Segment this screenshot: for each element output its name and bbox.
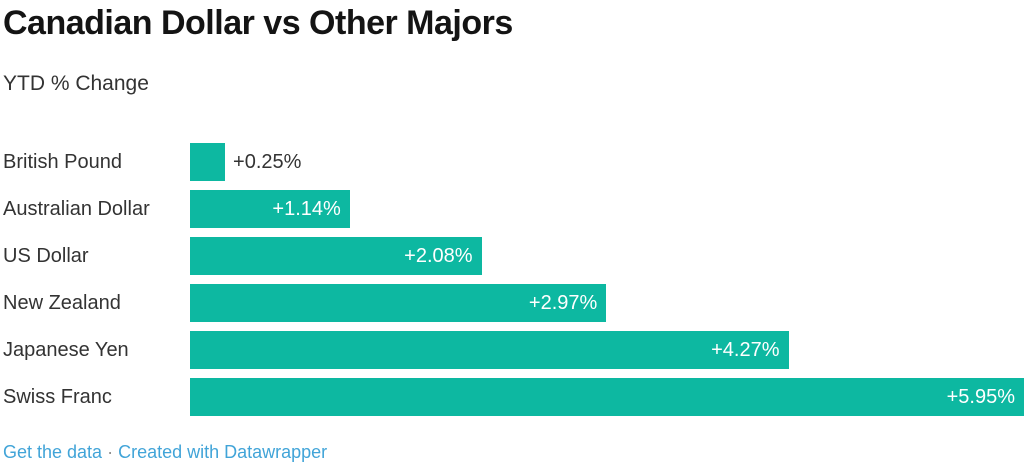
value-label: +2.97% — [528, 291, 598, 314]
bar-track: +4.27% — [190, 331, 1024, 369]
value-label: +2.08% — [404, 244, 473, 267]
category-label: Australian Dollar — [3, 197, 150, 220]
bar[interactable] — [190, 143, 226, 181]
chart-subtitle: YTD % Change — [3, 72, 149, 95]
value-label: +5.95% — [946, 385, 1015, 408]
datawrapper-credit-link[interactable]: Created with Datawrapper — [118, 442, 328, 462]
value-label: +4.27% — [711, 338, 780, 361]
bar-track: +2.97% — [190, 284, 1024, 322]
value-label: +1.14% — [272, 197, 341, 220]
value-label: +0.25% — [233, 150, 302, 173]
bar[interactable]: +5.95% — [190, 378, 1024, 416]
chart-row: British Pound +0.25% — [3, 143, 1024, 181]
separator-dot: · — [107, 442, 114, 462]
footer: Get the data · Created with Datawrapper — [3, 442, 327, 463]
bar[interactable]: +2.97% — [190, 284, 607, 322]
bar-track: +0.25% — [190, 143, 1024, 181]
bar-track: +5.95% — [190, 378, 1024, 416]
chart-row: Australian Dollar +1.14% — [3, 190, 1024, 228]
bar[interactable]: +1.14% — [190, 190, 350, 228]
get-data-link[interactable]: Get the data — [3, 442, 103, 462]
category-label: Japanese Yen — [3, 338, 129, 361]
chart-rows: British Pound +0.25% Australian Dollar +1.1… — [3, 143, 1024, 425]
chart-row: Japanese Yen +4.27% — [3, 331, 1024, 369]
category-label: Swiss Franc — [3, 385, 112, 408]
bar-track: +2.08% — [190, 237, 1024, 275]
bar[interactable]: +2.08% — [190, 237, 482, 275]
chart-row: New Zealand +2.97% — [3, 284, 1024, 322]
chart-row: US Dollar +2.08% — [3, 237, 1024, 275]
bar-track: +1.14% — [190, 190, 1024, 228]
chart-row: Swiss Franc +5.95% — [3, 378, 1024, 416]
category-label: British Pound — [3, 150, 122, 173]
category-label: New Zealand — [3, 291, 121, 314]
page-title: Canadian Dollar vs Other Majors — [3, 4, 513, 42]
bar[interactable]: +4.27% — [190, 331, 789, 369]
category-label: US Dollar — [3, 244, 89, 267]
